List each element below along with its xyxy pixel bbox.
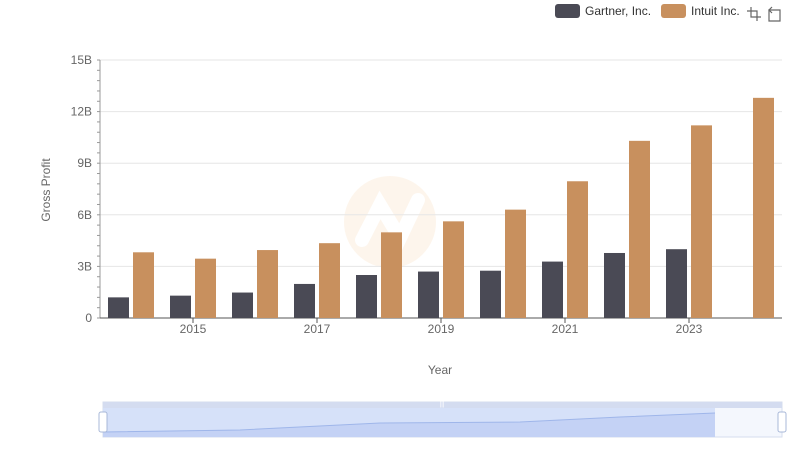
zoom-grip-icon[interactable]: |||	[440, 402, 445, 408]
x-tick-label: 2015	[180, 322, 207, 336]
x-tick-label: 2023	[676, 322, 703, 336]
grid-lines	[100, 59, 782, 267]
bar-intuit-2022[interactable]	[629, 140, 650, 318]
bar-intuit-2018[interactable]	[381, 232, 402, 318]
y-tick-label: 3B	[77, 259, 92, 273]
legend-label-gartner: Gartner, Inc.	[585, 4, 652, 18]
y-tick-label: 0	[85, 311, 92, 325]
y-tick-label: 15B	[71, 53, 92, 67]
x-axis-label: Year	[428, 363, 452, 377]
data-zoom-slider[interactable]: |||	[98, 401, 787, 438]
x-tick-label: 2019	[428, 322, 455, 336]
legend: Gartner, Inc. Intuit Inc.	[555, 4, 750, 18]
x-tick-label: 2021	[552, 322, 579, 336]
bar-gartner-2022[interactable]	[604, 252, 625, 318]
y-tick-label: 12B	[71, 105, 92, 119]
y-tick-label: 9B	[77, 156, 92, 170]
bar-gartner-2018[interactable]	[356, 275, 377, 318]
bars	[108, 97, 774, 318]
bar-gartner-2014[interactable]	[108, 297, 129, 318]
bar-intuit-2014[interactable]	[133, 252, 154, 318]
bar-intuit-2019[interactable]	[443, 221, 464, 318]
legend-item-gartner[interactable]: Gartner, Inc.	[555, 4, 651, 18]
zoom-handle-right[interactable]	[777, 411, 787, 433]
bar-gartner-2019[interactable]	[418, 271, 439, 318]
legend-item-intuit[interactable]: Intuit Inc.	[661, 4, 740, 18]
bar-intuit-2017[interactable]	[319, 243, 340, 318]
legend-swatch-intuit	[661, 4, 687, 18]
bar-gartner-2016[interactable]	[232, 292, 253, 318]
x-tick-label: 2017	[304, 322, 331, 336]
bar-intuit-2015[interactable]	[195, 258, 216, 318]
restore-icon[interactable]	[766, 6, 782, 22]
bar-gartner-2021[interactable]	[542, 261, 563, 318]
legend-swatch-gartner	[555, 4, 580, 18]
bar-intuit-2021[interactable]	[567, 181, 588, 318]
bar-intuit-2020[interactable]	[505, 209, 526, 318]
bar-gartner-2017[interactable]	[294, 283, 315, 318]
y-tick-label: 6B	[77, 208, 92, 222]
x-axis: 2015 2017 2019 2021 2023	[100, 317, 782, 336]
bar-gartner-2015[interactable]	[170, 295, 191, 318]
bar-intuit-2024[interactable]	[753, 97, 774, 318]
bar-intuit-2023[interactable]	[691, 125, 712, 318]
watermark-logo	[344, 176, 436, 268]
y-axis-label: Gross Profit	[39, 158, 53, 222]
zoom-handle-left[interactable]	[98, 411, 108, 433]
zoom-icon[interactable]	[746, 6, 762, 22]
legend-label-intuit: Intuit Inc.	[691, 4, 740, 18]
y-axis: 0 3B 6B 9B 12B 15B	[71, 53, 101, 325]
toolbox	[746, 6, 786, 22]
bar-gartner-2023[interactable]	[666, 249, 687, 318]
bar-intuit-2016[interactable]	[257, 250, 278, 318]
bar-gartner-2020[interactable]	[480, 270, 501, 318]
